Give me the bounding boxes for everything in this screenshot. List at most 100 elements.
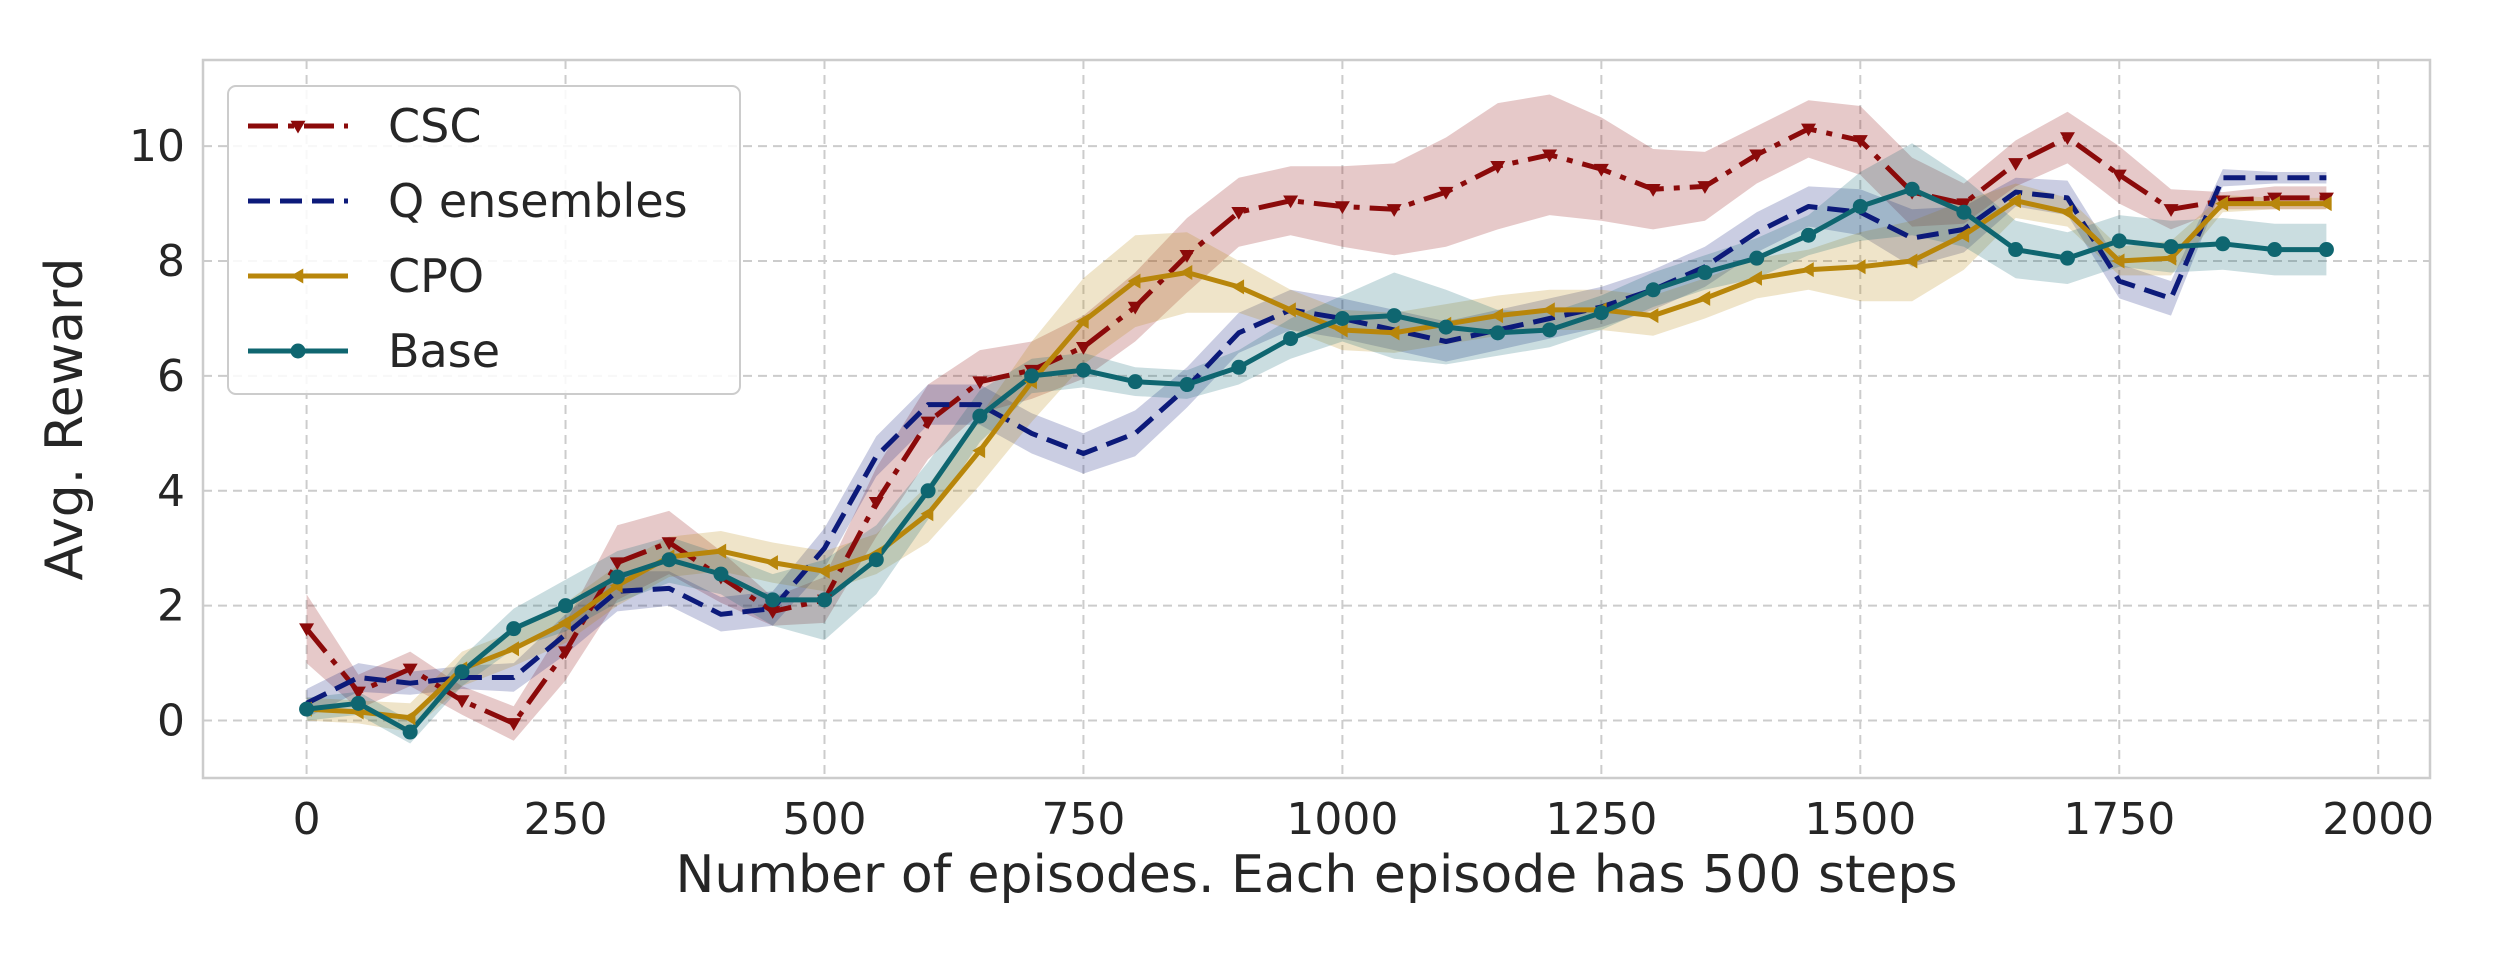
y-tick-label: 2 bbox=[157, 581, 185, 632]
legend-marker-csc bbox=[290, 120, 306, 134]
csc-point bbox=[2008, 158, 2024, 171]
base-point bbox=[1334, 310, 1350, 326]
y-axis-label: Avg. Reward bbox=[35, 257, 95, 580]
cpo-point bbox=[558, 615, 571, 631]
cpo-point bbox=[920, 506, 934, 522]
cpo-point bbox=[1697, 290, 1711, 306]
cpo-point bbox=[1852, 259, 1866, 275]
cpo-point bbox=[1075, 313, 1089, 329]
x-tick-label: 2000 bbox=[2322, 794, 2434, 845]
csc-band bbox=[306, 94, 2327, 741]
legend: CSC Q ensembles CPO Base bbox=[227, 85, 741, 395]
base-point bbox=[1024, 368, 1040, 384]
base-point bbox=[713, 566, 729, 582]
cpo-point bbox=[1645, 308, 1659, 324]
base-point bbox=[2059, 250, 2075, 266]
x-tick-label: 250 bbox=[524, 794, 608, 845]
cpo-point bbox=[506, 641, 519, 657]
q-ensembles-band bbox=[306, 169, 2327, 718]
base-point bbox=[765, 592, 781, 608]
cpo-point bbox=[1956, 227, 1970, 243]
base-point bbox=[2163, 239, 2179, 255]
csc-point bbox=[1697, 181, 1713, 194]
csc-point bbox=[1231, 206, 1247, 220]
base-point bbox=[1801, 227, 1817, 243]
csc-point bbox=[2267, 192, 2283, 206]
csc-point bbox=[1179, 250, 1195, 263]
cpo-point bbox=[1542, 302, 1555, 318]
csc-point bbox=[972, 376, 988, 390]
cpo-point bbox=[402, 710, 416, 726]
csc-point bbox=[1801, 123, 1817, 137]
x-tick-label: 1000 bbox=[1286, 794, 1398, 845]
base-point bbox=[661, 552, 677, 568]
cpo-point bbox=[2059, 204, 2073, 220]
series-lines bbox=[304, 126, 2327, 735]
cpo-point bbox=[1231, 279, 1245, 295]
base-point bbox=[1283, 331, 1299, 347]
csc-point bbox=[1645, 183, 1661, 197]
csc-point bbox=[1438, 186, 1454, 200]
csc-point bbox=[1749, 149, 1765, 163]
base-point bbox=[299, 701, 315, 717]
x-tick-label: 750 bbox=[1041, 794, 1125, 845]
base-point bbox=[558, 598, 574, 614]
series-markers bbox=[299, 123, 2334, 740]
cpo-point bbox=[1334, 322, 1348, 338]
base-point bbox=[1438, 319, 1454, 335]
base-point bbox=[1956, 204, 1972, 220]
cpo-point bbox=[2111, 253, 2125, 269]
legend-label-cpo: CPO bbox=[388, 249, 484, 303]
cpo-point bbox=[2215, 196, 2229, 212]
cpo-point bbox=[1179, 265, 1193, 281]
base-point bbox=[506, 621, 522, 637]
x-tick-label: 1500 bbox=[1804, 794, 1916, 845]
cpo-point bbox=[1386, 325, 1400, 341]
base-point bbox=[1231, 359, 1247, 375]
base-point bbox=[1697, 265, 1713, 281]
csc-point bbox=[661, 537, 677, 550]
base-point bbox=[402, 724, 418, 740]
x-tick-label: 0 bbox=[293, 794, 321, 845]
base-point bbox=[2111, 233, 2127, 249]
cpo-point bbox=[2267, 196, 2280, 212]
x-tick-label: 500 bbox=[782, 794, 866, 845]
base-point bbox=[972, 408, 988, 424]
csc-point bbox=[609, 557, 625, 571]
csc-point bbox=[1283, 195, 1299, 209]
cpo-point bbox=[1490, 308, 1504, 324]
csc-point bbox=[1852, 135, 1868, 148]
x-axis-label: Number of episodes. Each episode has 500… bbox=[675, 845, 1957, 905]
base-point bbox=[1075, 362, 1091, 378]
cpo-point bbox=[1904, 253, 1918, 269]
csc-point bbox=[1334, 201, 1350, 214]
cpo-point bbox=[765, 555, 778, 571]
base-line bbox=[306, 186, 2327, 735]
csc-point bbox=[1386, 204, 1402, 217]
x-tick-label: 1750 bbox=[2063, 794, 2175, 845]
y-tick-label: 6 bbox=[157, 351, 185, 402]
cpo-point bbox=[816, 563, 830, 579]
csc-point bbox=[2163, 204, 2179, 217]
base-point bbox=[2318, 242, 2334, 258]
base-point bbox=[1127, 374, 1143, 390]
base-point bbox=[1179, 377, 1195, 393]
plot-frame bbox=[201, 58, 2432, 780]
csc-point bbox=[2059, 132, 2075, 146]
cpo-point bbox=[2318, 196, 2332, 212]
csc-point bbox=[2318, 192, 2334, 206]
csc-point bbox=[920, 416, 936, 430]
base-point bbox=[1490, 325, 1506, 341]
base-band bbox=[306, 143, 2327, 744]
base-point bbox=[2267, 242, 2283, 258]
cpo-point bbox=[1127, 273, 1141, 289]
base-point bbox=[2008, 242, 2024, 258]
base-point bbox=[1386, 308, 1402, 324]
csc-point bbox=[868, 497, 884, 510]
csc-point bbox=[1127, 301, 1143, 315]
base-point bbox=[350, 695, 366, 711]
confidence-bands bbox=[306, 94, 2327, 744]
cpo-point bbox=[972, 443, 986, 459]
csc-point bbox=[765, 606, 781, 619]
